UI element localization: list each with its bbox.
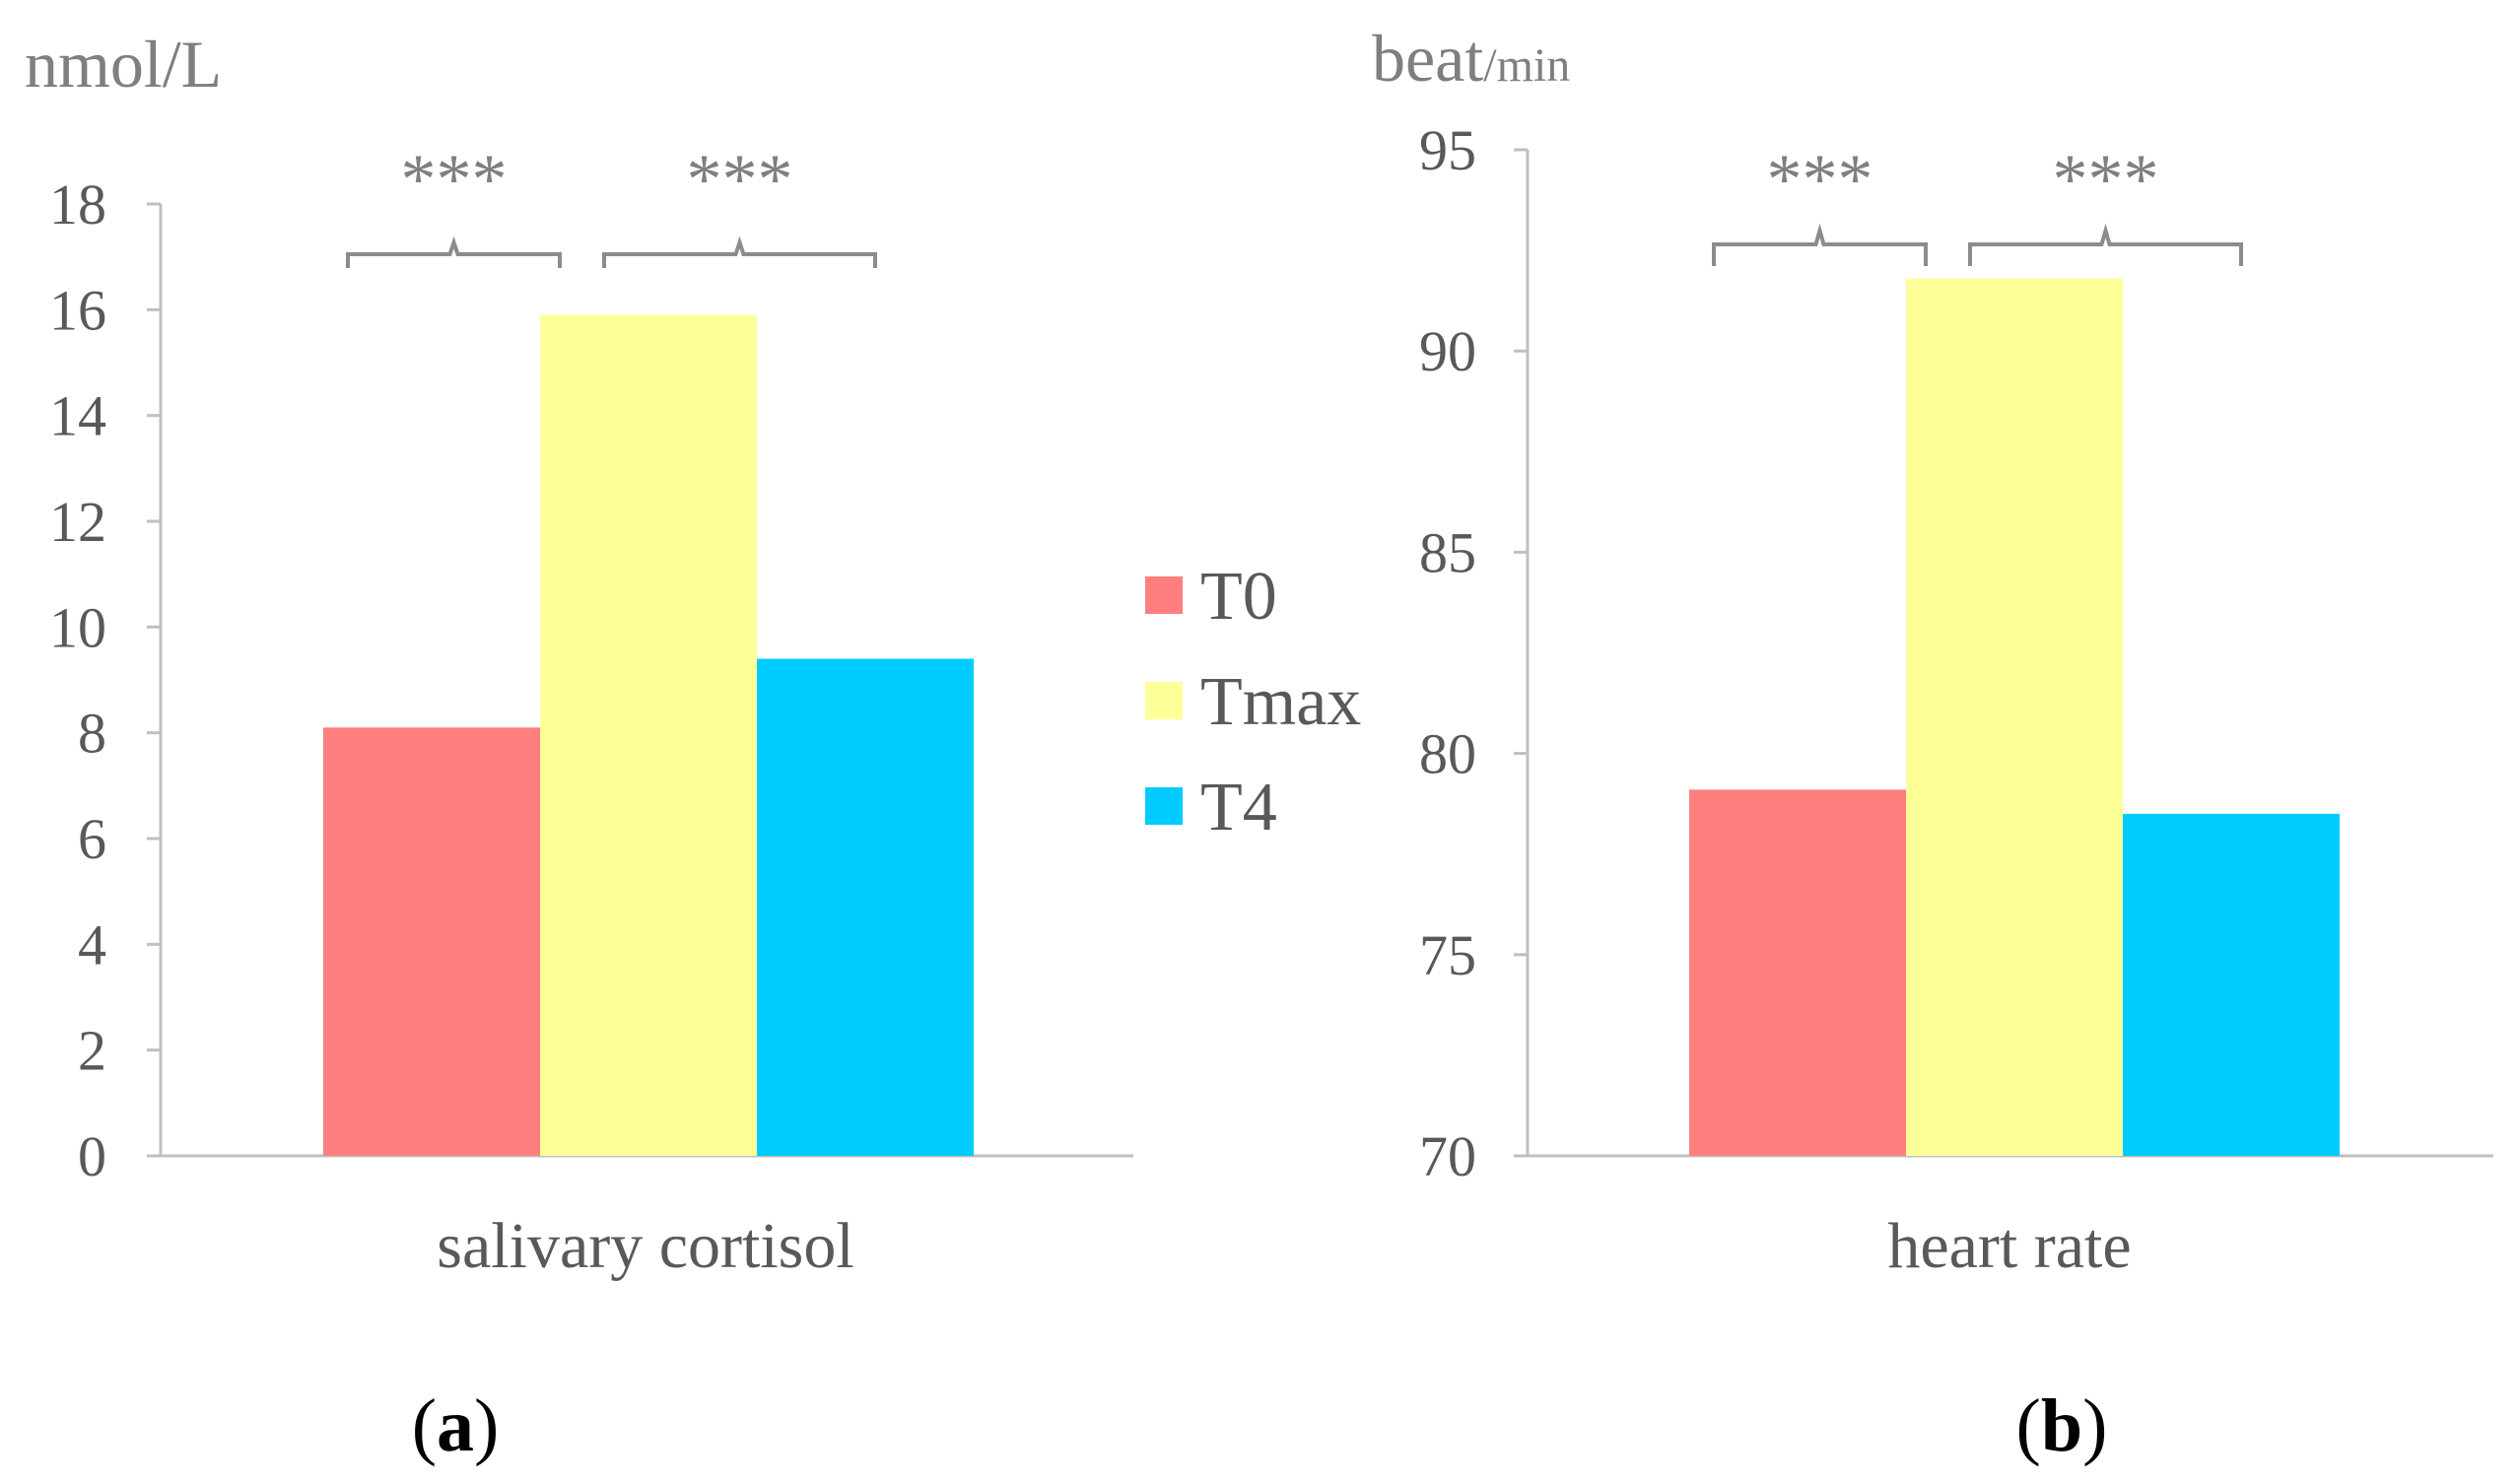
panel-b-significance: *** *** (1712, 140, 2243, 266)
significance-bracket (1712, 223, 1928, 266)
panel-b-axis: 70 75 80 85 90 95 (1419, 118, 2493, 1188)
legend-label: T0 (1200, 559, 1277, 635)
y-tick-label: 80 (1419, 722, 1476, 786)
y-tick-label: 85 (1419, 520, 1476, 584)
y-tick-label: 6 (78, 807, 106, 871)
y-tick-label: 16 (49, 278, 106, 342)
panel-b-unit-main: beat (1372, 21, 1483, 96)
panel-a-axis: 0 2 4 6 8 10 12 14 16 18 (49, 172, 1133, 1188)
y-tick-label: 70 (1419, 1124, 1476, 1188)
legend-label: Tmax (1200, 664, 1361, 740)
panel-a-bars (323, 314, 974, 1156)
significance-label: *** (401, 140, 508, 219)
y-tick-label: 4 (78, 912, 106, 977)
panel-b-unit-sub: /min (1483, 39, 1570, 92)
panel-a-category-label: salivary cortisol (437, 1210, 853, 1282)
legend-swatch (1145, 787, 1183, 825)
significance-bracket (346, 236, 562, 268)
bar-t0 (323, 727, 540, 1156)
panel-b-bars (1689, 278, 2340, 1156)
significance-label: *** (1767, 140, 1873, 219)
legend-swatch (1145, 682, 1183, 719)
panel-b-unit-label: beat/min (1372, 21, 1570, 96)
bar-tmax (1906, 278, 2123, 1156)
y-tick-label: 10 (49, 595, 106, 659)
bar-t4 (757, 658, 974, 1156)
panel-a-salivary-cortisol: nmol/L 0 2 4 6 8 10 12 14 16 18 *** *** salivary c… (25, 27, 1133, 1467)
panel-b-label: (b) (2016, 1384, 2108, 1467)
panel-a-unit-label: nmol/L (25, 27, 222, 101)
y-tick-label: 14 (49, 384, 106, 448)
panel-a-significance: *** *** (346, 140, 877, 268)
y-tick-label: 75 (1419, 923, 1476, 987)
y-tick-label: 0 (78, 1124, 106, 1188)
y-tick-label: 90 (1419, 319, 1476, 383)
panel-a-label: (a) (412, 1384, 500, 1467)
significance-bracket (1968, 223, 2243, 266)
y-tick-label: 95 (1419, 118, 1476, 182)
significance-bracket (602, 236, 877, 268)
panel-b-category-label: heart rate (1887, 1210, 2131, 1282)
bar-t0 (1689, 789, 1906, 1156)
panel-b-label-letter: b (2041, 1384, 2082, 1467)
legend-item-tmax: Tmax (1145, 664, 1361, 740)
legend-item-t0: T0 (1145, 559, 1277, 635)
y-tick-label: 2 (78, 1019, 106, 1083)
bar-t4 (2123, 813, 2340, 1156)
y-tick-label: 8 (78, 702, 106, 766)
legend-label: T4 (1200, 770, 1277, 845)
legend-item-t4: T4 (1145, 770, 1277, 845)
bar-tmax (540, 314, 757, 1156)
legend-swatch (1145, 576, 1183, 614)
significance-label: *** (687, 140, 793, 219)
y-tick-label: 12 (49, 490, 106, 554)
legend: T0 Tmax T4 (1145, 559, 1361, 845)
panel-a-label-letter: a (437, 1384, 474, 1467)
y-tick-label: 18 (49, 172, 106, 236)
significance-label: *** (2053, 140, 2159, 219)
